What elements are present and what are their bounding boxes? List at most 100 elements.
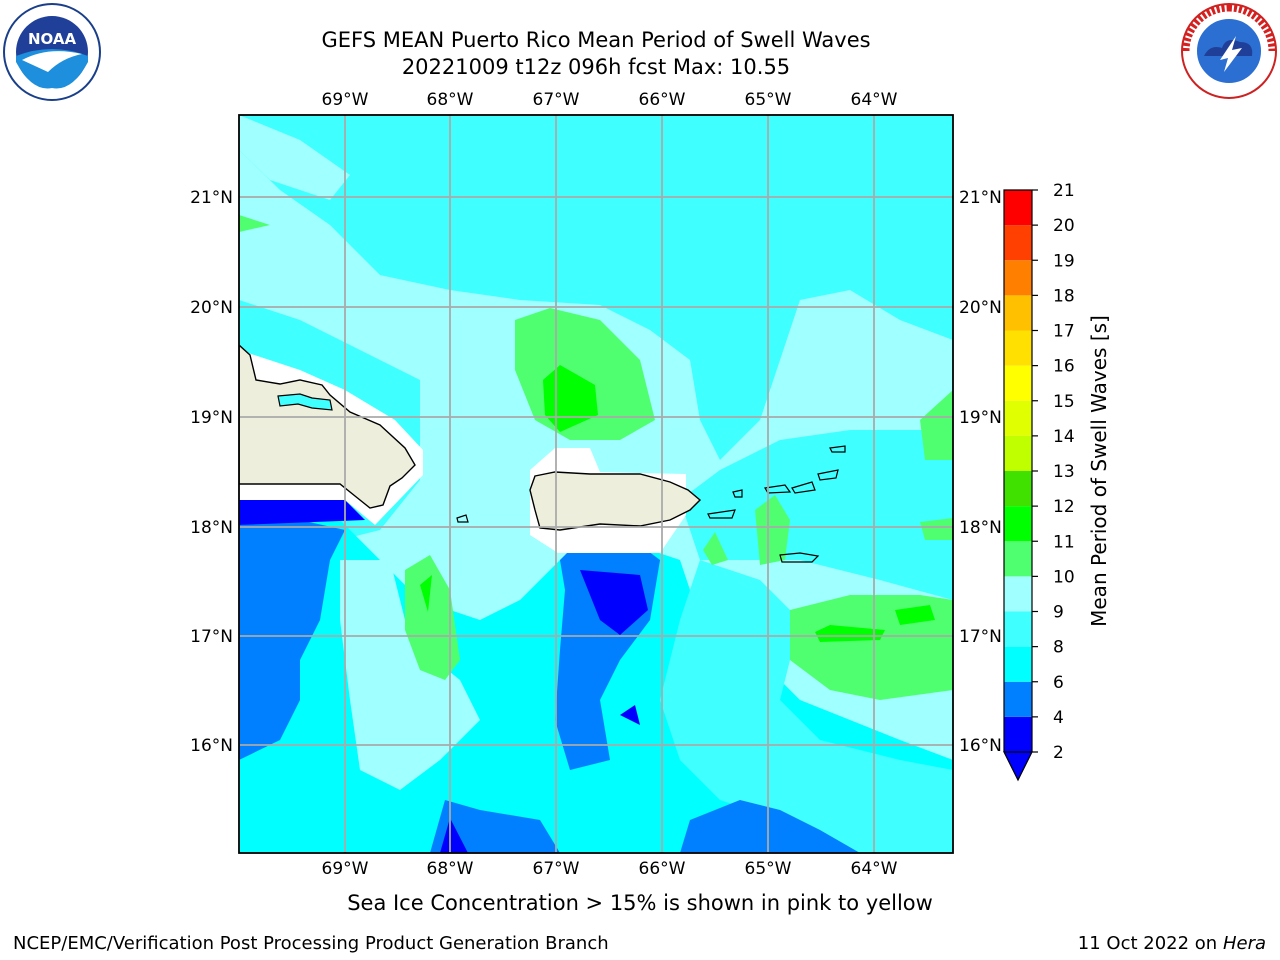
land-tortola [791,481,816,494]
colorbar-segment-8 [1004,435,1032,471]
colorbar-tick-label-8: 13 [1053,462,1075,482]
colorbar-tick-label-1: 20 [1053,216,1075,236]
colorbar-segment-15 [1004,190,1032,226]
lon-label-top-2: 67°W [533,90,580,110]
colorbar-segment-3 [1004,611,1032,647]
land-culebra [732,489,743,498]
colorbar-segment-13 [1004,260,1032,296]
land-st-thomas [764,484,792,494]
lon-label-bottom-3: 66°W [639,859,686,879]
land-mona-island [456,514,469,523]
colorbar-segment-2 [1004,646,1032,682]
contour-8-9s-corner [239,115,350,200]
contour-8-9s-south-patch [340,560,480,790]
colorbar-segment-10 [1004,365,1032,401]
lat-label-left-5: 16°N [190,736,233,756]
land-vieques [707,509,736,519]
colorbar-tick-label-13: 8 [1053,638,1064,658]
contour-9-10s-far-east [920,390,953,460]
land-hispaniola [239,344,416,509]
contour-6-8s-southeast [660,560,953,853]
contour-10-11s-south-west [420,575,432,612]
contour-6-8s-east [680,430,953,600]
contour-2-4s-south-west [430,800,560,853]
contour-10-11s-east [815,625,885,642]
contour-10-11s-east-small [895,605,935,625]
lon-label-bottom-2: 67°W [533,859,580,879]
lat-label-right-1: 20°N [959,298,1002,318]
contour-below-2s-central [580,570,648,635]
lat-label-left-1: 20°N [190,298,233,318]
lat-label-left-2: 19°N [190,408,233,428]
map-frame [238,114,954,854]
lon-label-top-3: 66°W [639,90,686,110]
colorbar-tick-label-7: 14 [1053,427,1075,447]
noaa-logo-text: NOAA [28,30,77,48]
colorbar-tick-label-9: 12 [1053,497,1075,517]
colorbar-tick-label-2: 19 [1053,251,1075,271]
contour-9-10s-south-west [405,555,460,680]
colorbar-segment-11 [1004,330,1032,366]
footer-machine: Hera [1222,933,1266,954]
colorbar-segment-9 [1004,400,1032,436]
contour-9-10s-small [703,532,728,565]
contour-below-2s-west [239,500,365,525]
nws-logo [1181,3,1277,99]
contour-9-10s-virgin-islands [755,495,790,565]
lat-label-left-0: 21°N [190,188,233,208]
lat-label-right-2: 19°N [959,408,1002,428]
contour-9-10s-east-mid [920,518,953,540]
colorbar-segment-4 [1004,576,1032,612]
colorbar-tick-label-0: 21 [1053,181,1075,201]
lon-label-bottom-5: 64°W [851,859,898,879]
lat-label-right-5: 16°N [959,736,1002,756]
colorbar-tick-label-10: 11 [1053,532,1075,552]
land-puerto-rico [529,471,702,531]
colorbar-segment-14 [1004,225,1032,261]
lat-label-left-3: 18°N [190,518,233,538]
colorbar-tick-label-6: 15 [1053,392,1075,412]
colorbar-label: Mean Period of Swell Waves [s] [1087,315,1111,627]
footer-date-text: 11 Oct 2022 on [1077,933,1223,954]
lon-label-top-4: 65°W [745,90,792,110]
chart-subtitle: 20221009 t12z 096h fcst Max: 10.55 [401,55,791,79]
noaa-logo: NOAA [3,3,101,101]
footer-credit: NCEP/EMC/Verification Post Processing Pr… [13,933,609,954]
lat-label-right-3: 18°N [959,518,1002,538]
colorbar-segment-6 [1004,506,1032,542]
lat-label-left-4: 17°N [190,627,233,647]
colorbar-tick-label-3: 18 [1053,286,1075,306]
footer-date: 11 Oct 2022 on Hera [1078,933,1266,954]
lon-label-top-1: 68°W [427,90,474,110]
lat-label-right-4: 17°N [959,627,1002,647]
colorbar-segment-7 [1004,471,1032,507]
land-anegada [829,445,846,453]
land-st-croix [779,552,820,563]
lon-label-top-5: 64°W [851,90,898,110]
colorbar-tick-label-15: 4 [1053,708,1064,728]
colorbar-segment-12 [1004,295,1032,331]
contour-2-4s-west [239,520,345,760]
contour-9-10s-northwest [239,215,270,232]
contour-2-4s-south-east [680,800,860,853]
lon-label-top-0: 69°W [322,90,369,110]
lon-label-bottom-0: 69°W [322,859,369,879]
colorbar-tick-label-16: 2 [1053,743,1064,763]
land-virgin-gorda [817,469,839,481]
colorbar-tick-label-12: 9 [1053,603,1064,623]
colorbar-segment-1 [1004,681,1032,717]
contour-below-2s-small [620,705,640,725]
colorbar-tick-label-11: 10 [1053,567,1075,587]
colorbar-tick-label-5: 16 [1053,357,1075,377]
gonave-gulf [277,393,333,411]
colorbar-tick-label-4: 17 [1053,322,1075,342]
lon-label-bottom-4: 65°W [745,859,792,879]
contour-below-2s-south [440,818,468,853]
colorbar-extend-arrow [1003,751,1033,782]
colorbar-segment-5 [1004,541,1032,577]
lon-label-bottom-1: 68°W [427,859,474,879]
colorbar-segment-0 [1004,716,1032,752]
sea-ice-note: Sea Ice Concentration > 15% is shown in … [347,891,933,915]
colorbar-tick-label-14: 6 [1053,673,1064,693]
